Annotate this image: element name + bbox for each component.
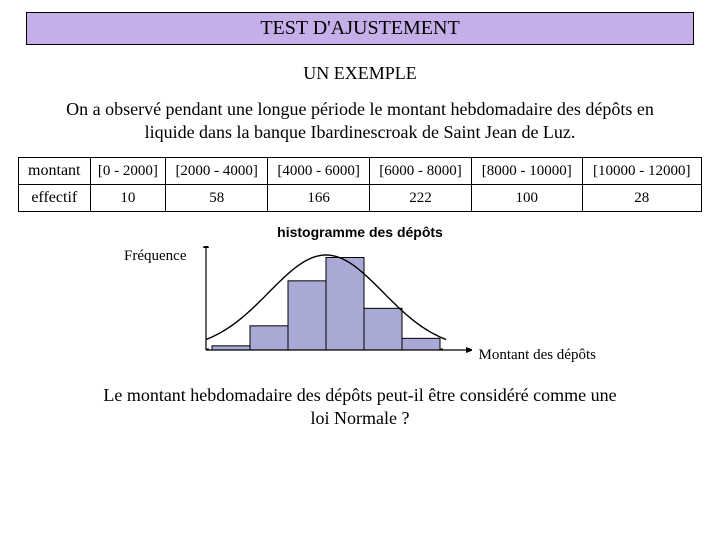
- title-bar: TEST D'AJUSTEMENT: [26, 12, 694, 45]
- bin-cell: [10000 - 12000]: [582, 158, 701, 185]
- count-cell: 28: [582, 185, 701, 212]
- bin-cell: [0 - 2000]: [90, 158, 166, 185]
- table-row: montant [0 - 2000] [2000 - 4000] [4000 -…: [19, 158, 702, 185]
- bin-cell: [2000 - 4000]: [166, 158, 268, 185]
- bin-cell: [8000 - 10000]: [471, 158, 582, 185]
- data-table: montant [0 - 2000] [2000 - 4000] [4000 -…: [18, 157, 702, 212]
- histogram-svg: [192, 246, 472, 362]
- table-row: effectif 10 58 166 222 100 28: [19, 185, 702, 212]
- count-cell: 100: [471, 185, 582, 212]
- chart-title: histogramme des dépôts: [18, 224, 702, 240]
- row-header-montant: montant: [19, 158, 91, 185]
- count-cell: 58: [166, 185, 268, 212]
- x-axis-label: Montant des dépôts: [478, 347, 596, 364]
- subtitle: UN EXEMPLE: [18, 63, 702, 84]
- intro-text: On a observé pendant une longue période …: [48, 98, 672, 143]
- bin-cell: [4000 - 6000]: [268, 158, 370, 185]
- y-axis-label: Fréquence: [124, 248, 186, 265]
- page-title: TEST D'AJUSTEMENT: [260, 17, 459, 39]
- count-cell: 222: [370, 185, 472, 212]
- question-text: Le montant hebdomadaire des dépôts peut-…: [98, 384, 622, 429]
- row-header-effectif: effectif: [19, 185, 91, 212]
- bin-cell: [6000 - 8000]: [370, 158, 472, 185]
- count-cell: 166: [268, 185, 370, 212]
- count-cell: 10: [90, 185, 166, 212]
- histogram-block: histogramme des dépôts Fréquence Montant…: [18, 224, 702, 362]
